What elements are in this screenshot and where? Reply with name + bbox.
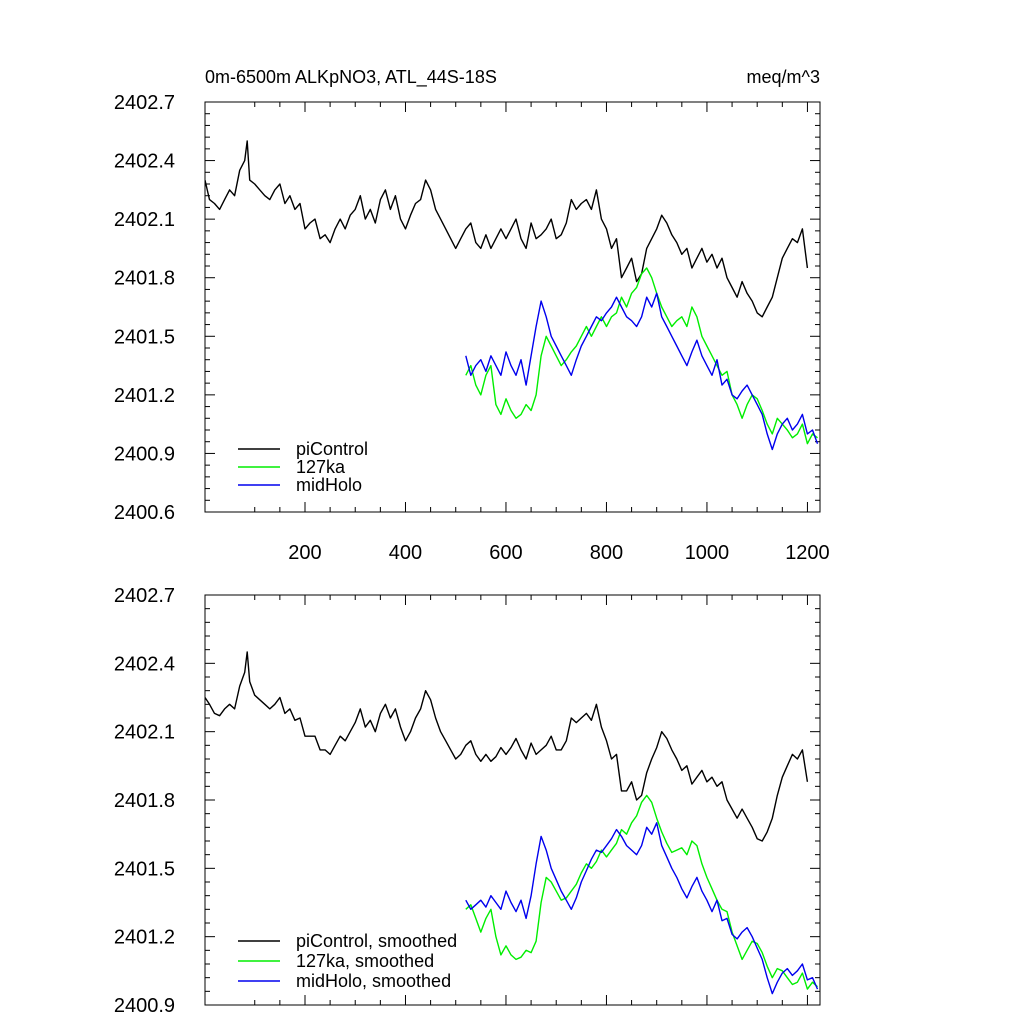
legend-label: piControl, smoothed [296, 931, 457, 951]
series-line-2 [465, 822, 819, 995]
x-tick-label: 1200 [785, 542, 830, 564]
series-lines [205, 651, 819, 995]
legend-label: 127ka [296, 457, 346, 477]
series-lines [205, 140, 819, 451]
legend-label: 127ka, smoothed [296, 951, 434, 971]
y-tick-label: 2401.2 [114, 927, 175, 949]
bottom-panel: 2400.9 2401.2 2401.5 2401.8 2402.1 2402.4 2402… [114, 585, 821, 1017]
y-tick-label: 2402.7 [114, 92, 175, 114]
top-panel: 0m-6500m ALKpNO3, ATL_44S-18S meq/m^3 24… [114, 67, 830, 564]
y-tick-label: 2400.6 [114, 502, 175, 524]
y-tick-label: 2401.8 [114, 268, 175, 290]
y-tick-label: 2402.1 [114, 209, 175, 231]
x-tick-label: 800 [590, 542, 623, 564]
y-tick-label: 2402.1 [114, 722, 175, 744]
x-tick-label: 400 [389, 542, 422, 564]
series-line-0 [205, 140, 809, 318]
y-tick-label: 2402.4 [114, 151, 175, 173]
plot-frame [204, 101, 821, 513]
legend-label: midHolo, smoothed [296, 971, 451, 991]
y-tick-label: 2402.7 [114, 585, 175, 607]
x-tick-label: 200 [288, 542, 321, 564]
y-tick-label: 2400.9 [114, 443, 175, 465]
series-line-1 [465, 267, 818, 445]
y-tick-label: 2401.8 [114, 790, 175, 812]
y-tick-label: 2400.9 [114, 995, 175, 1017]
units-label: meq/m^3 [747, 67, 820, 87]
y-tick-label: 2401.2 [114, 385, 175, 407]
chart-title: 0m-6500m ALKpNO3, ATL_44S-18S [205, 67, 497, 88]
tick-labels-group: 2400.6 2400.9 2401.2 2401.5 2401.8 2402.1 2402… [114, 92, 830, 564]
series-line-1 [465, 794, 818, 990]
series-line-0 [205, 651, 809, 842]
x-tick-label: 600 [489, 542, 522, 564]
y-tick-label: 2401.5 [114, 326, 175, 348]
series-line-2 [465, 292, 819, 451]
ticks-group [205, 594, 820, 1006]
ticks-group [205, 101, 820, 513]
legend-label: midHolo [296, 475, 362, 495]
x-tick-label: 1000 [685, 542, 730, 564]
legend-label: piControl [296, 439, 368, 459]
y-tick-label: 2401.5 [114, 858, 175, 880]
tick-labels-group: 2400.9 2401.2 2401.5 2401.8 2402.1 2402.4 2402… [114, 585, 175, 1017]
y-tick-label: 2402.4 [114, 653, 175, 675]
